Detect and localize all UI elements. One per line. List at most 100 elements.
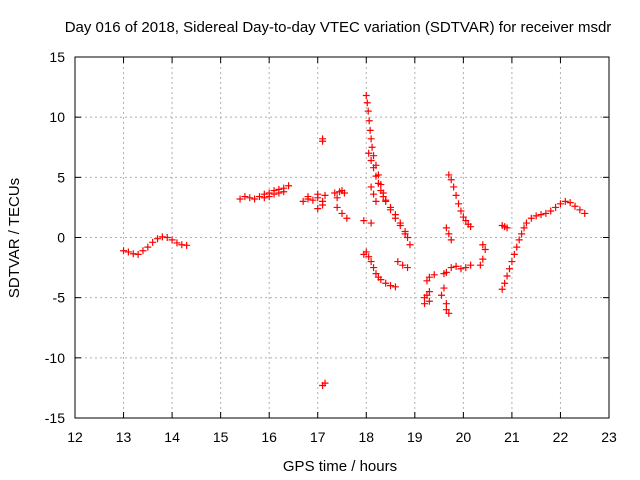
data-point — [556, 200, 564, 208]
data-point — [367, 135, 375, 143]
data-point — [168, 236, 176, 244]
data-point — [365, 117, 373, 125]
data-point — [498, 285, 506, 293]
data-point — [255, 193, 263, 201]
data-point — [149, 238, 157, 246]
data-point — [178, 241, 186, 249]
data-point — [425, 288, 433, 296]
data-point — [364, 107, 372, 115]
data-point — [360, 217, 368, 225]
data-point — [370, 264, 378, 272]
y-tick-label: 10 — [49, 109, 65, 125]
y-tick-label: 0 — [57, 230, 65, 246]
data-point — [442, 306, 450, 314]
x-tick-label: 14 — [164, 429, 180, 445]
data-point — [372, 270, 380, 278]
x-tick-label: 17 — [310, 429, 326, 445]
data-point — [285, 182, 293, 190]
y-tick-label: 15 — [49, 49, 65, 65]
data-point — [299, 197, 307, 205]
data-point — [527, 214, 535, 222]
data-point — [561, 197, 569, 205]
data-point — [374, 179, 382, 187]
data-point — [372, 197, 380, 205]
data-point — [370, 152, 378, 160]
data-point — [265, 193, 273, 201]
data-point — [425, 273, 433, 281]
data-point — [129, 250, 137, 258]
data-point — [503, 224, 511, 232]
data-point — [144, 243, 152, 251]
x-tick-label: 23 — [601, 429, 617, 445]
data-point — [321, 379, 329, 387]
x-tick-label: 13 — [116, 429, 132, 445]
data-point — [457, 265, 465, 273]
axis-ticks — [74, 56, 610, 419]
data-point — [275, 189, 283, 197]
data-point — [124, 248, 132, 256]
data-point — [280, 188, 288, 196]
data-point — [139, 247, 147, 255]
data-point — [236, 195, 244, 203]
data-point — [462, 264, 470, 272]
data-point — [430, 271, 438, 279]
data-point — [394, 258, 402, 266]
data-point — [442, 268, 450, 276]
data-point — [447, 264, 455, 272]
data-point — [513, 243, 521, 251]
data-point — [445, 309, 453, 317]
data-point — [450, 183, 458, 191]
data-point — [387, 206, 395, 214]
data-point — [367, 219, 375, 227]
data-point — [391, 214, 399, 222]
data-point — [251, 195, 259, 203]
data-point — [382, 197, 390, 205]
data-point — [331, 189, 339, 197]
x-tick-label: 15 — [213, 429, 229, 445]
data-point — [246, 194, 254, 202]
data-point — [518, 230, 526, 238]
data-point — [440, 284, 448, 292]
data-point — [510, 250, 518, 258]
data-point — [367, 258, 375, 266]
data-point — [372, 172, 380, 180]
data-point — [241, 193, 249, 201]
data-point — [338, 209, 346, 217]
data-point — [452, 191, 460, 199]
data-point — [515, 236, 523, 244]
x-tick-labels: 12 13 14 15 16 17 18 19 20 21 22 23 — [67, 429, 617, 445]
data-point — [382, 279, 390, 287]
data-point — [442, 300, 450, 308]
data-point — [459, 213, 467, 221]
data-point — [508, 258, 516, 266]
data-point — [377, 187, 385, 195]
data-point — [363, 99, 371, 107]
data-point — [120, 247, 128, 255]
data-point — [566, 199, 574, 207]
data-point — [368, 143, 376, 151]
data-point — [387, 282, 395, 290]
data-point — [552, 203, 560, 211]
data-point — [391, 283, 399, 291]
data-point — [576, 206, 584, 214]
data-point — [479, 255, 487, 263]
data-point — [314, 190, 322, 198]
data-point — [319, 201, 327, 209]
data-point — [396, 221, 404, 229]
data-point — [173, 239, 181, 247]
data-point — [445, 171, 453, 179]
data-point — [333, 203, 341, 211]
data-points — [120, 92, 589, 390]
x-tick-label: 21 — [504, 429, 520, 445]
data-point — [537, 211, 545, 219]
data-point — [520, 224, 528, 232]
data-point — [421, 300, 429, 308]
x-tick-label: 12 — [67, 429, 83, 445]
data-point — [304, 193, 312, 201]
data-point — [401, 230, 409, 238]
data-point — [163, 234, 171, 241]
data-point — [367, 156, 375, 164]
data-point — [447, 236, 455, 244]
data-point — [467, 261, 475, 269]
